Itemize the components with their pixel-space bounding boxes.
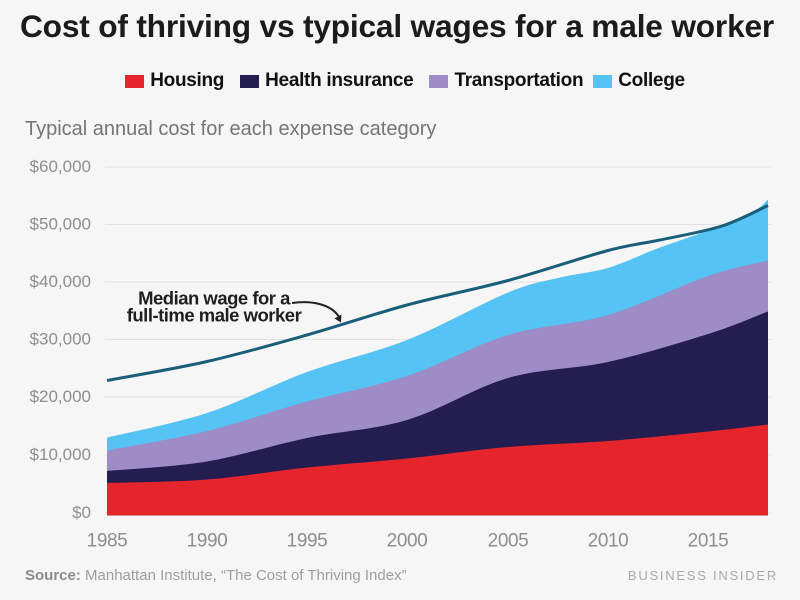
- svg-text:2000: 2000: [387, 530, 428, 551]
- svg-text:$10,000: $10,000: [30, 445, 91, 464]
- svg-text:1995: 1995: [287, 530, 328, 551]
- svg-text:2010: 2010: [588, 530, 629, 551]
- svg-text:2005: 2005: [488, 530, 529, 551]
- svg-text:1990: 1990: [187, 530, 228, 551]
- svg-text:$0: $0: [72, 503, 91, 522]
- svg-text:$60,000: $60,000: [30, 157, 91, 176]
- svg-text:Median wage for a: Median wage for a: [138, 288, 291, 309]
- svg-text:full-time male worker: full-time male worker: [127, 305, 302, 326]
- svg-text:$20,000: $20,000: [30, 387, 91, 406]
- svg-text:1985: 1985: [87, 530, 128, 551]
- svg-text:2015: 2015: [688, 530, 729, 551]
- svg-text:$50,000: $50,000: [30, 215, 91, 234]
- svg-text:$30,000: $30,000: [30, 330, 91, 349]
- svg-text:$40,000: $40,000: [30, 272, 91, 291]
